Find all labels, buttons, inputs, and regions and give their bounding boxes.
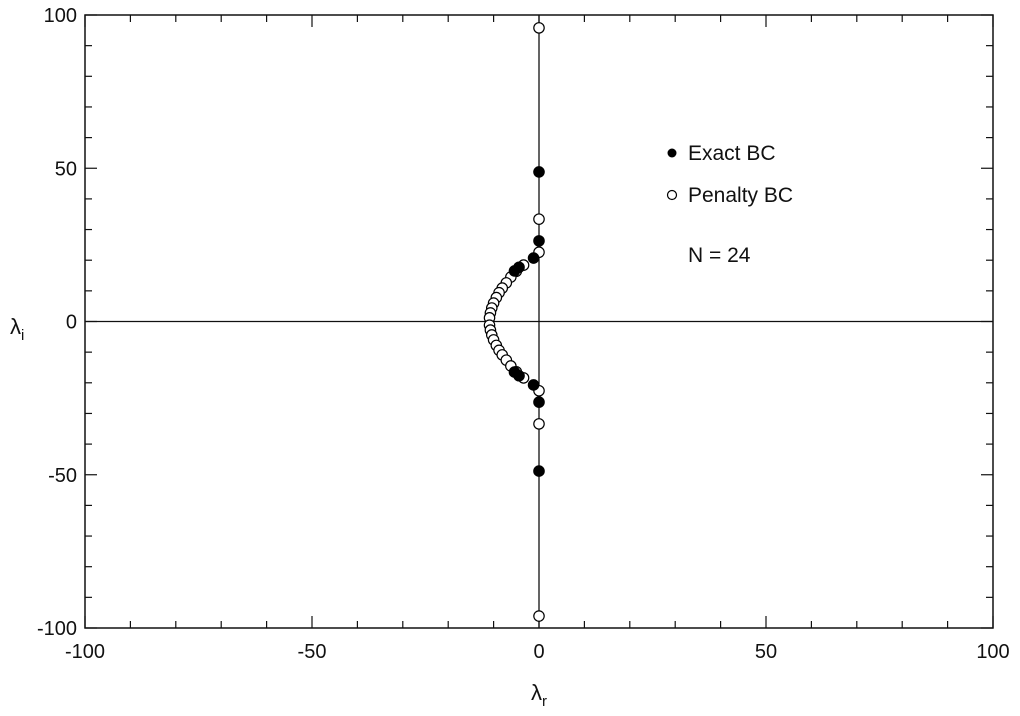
exact-bc-point xyxy=(533,235,545,247)
y-tick-label: 50 xyxy=(55,158,77,180)
y-tick-label: 0 xyxy=(66,312,77,334)
y-tick-label: 100 xyxy=(44,5,77,27)
data-points xyxy=(483,22,545,622)
penalty-bc-point xyxy=(533,213,545,225)
exact-bc-point xyxy=(527,252,540,264)
legend-penalty-marker xyxy=(666,189,678,201)
x-tick-label: -100 xyxy=(65,641,105,663)
exact-bc-point xyxy=(508,366,521,378)
x-tick-label: -50 xyxy=(298,641,327,663)
n-annotation: N = 24 xyxy=(688,244,751,267)
exact-bc-point xyxy=(527,379,540,391)
x-tick-label: 100 xyxy=(976,641,1009,663)
tick-marks xyxy=(84,14,994,629)
exact-bc-point xyxy=(533,396,545,408)
tick-labels: -100 -50 0 50 100 -100 -50 0 50 100 xyxy=(37,5,1010,663)
exact-bc-point xyxy=(533,166,545,178)
y-axis-label: λi xyxy=(10,314,24,344)
zero-lines xyxy=(85,15,993,628)
penalty-bc-point xyxy=(533,418,545,430)
x-tick-label: 50 xyxy=(755,641,777,663)
penalty-bc-point xyxy=(533,610,545,622)
exact-bc-point xyxy=(508,265,521,277)
legend: Exact BC Penalty BC xyxy=(666,142,793,207)
legend-exact-marker xyxy=(667,148,677,158)
x-axis-label: λr xyxy=(531,680,547,710)
penalty-bc-point xyxy=(533,22,545,34)
y-tick-label: -50 xyxy=(48,465,77,487)
exact-bc-point xyxy=(533,465,545,477)
x-tick-label: 0 xyxy=(533,641,544,663)
legend-penalty-label: Penalty BC xyxy=(688,184,793,207)
legend-exact-label: Exact BC xyxy=(688,142,776,165)
y-tick-label: -100 xyxy=(37,618,77,640)
